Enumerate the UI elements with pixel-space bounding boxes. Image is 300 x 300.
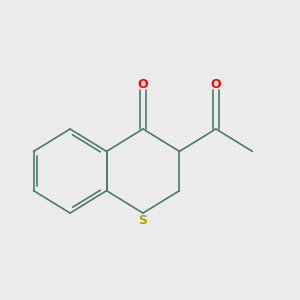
Text: S: S (139, 214, 148, 227)
Text: O: O (211, 78, 221, 91)
Text: O: O (138, 78, 148, 91)
